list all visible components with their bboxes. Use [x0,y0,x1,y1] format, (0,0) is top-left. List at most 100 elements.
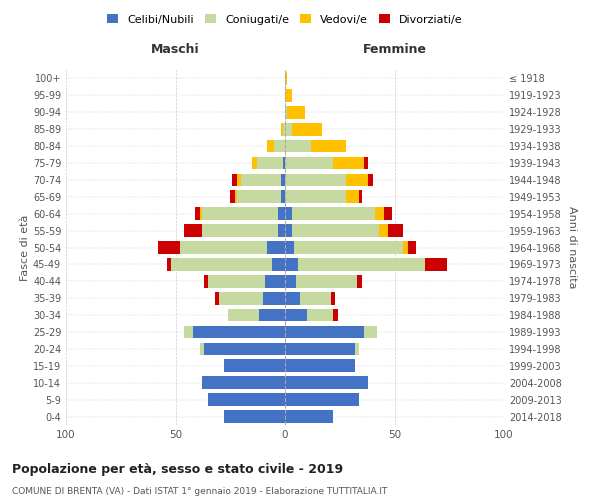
Bar [285,224,292,237]
Bar [292,208,375,220]
Bar [202,208,278,220]
Bar [278,224,285,237]
Bar [285,258,298,270]
Bar [200,342,204,355]
Bar [307,309,333,322]
Bar [331,292,335,304]
Bar [283,156,285,170]
Bar [268,241,285,254]
Bar [311,140,346,152]
Bar [237,174,241,186]
Bar [224,410,285,423]
Bar [241,174,281,186]
Bar [257,156,283,170]
Bar [184,326,193,338]
Bar [388,224,403,237]
Bar [208,275,265,287]
Bar [283,123,285,136]
Bar [167,258,171,270]
Bar [285,394,359,406]
Bar [292,123,322,136]
Bar [292,224,379,237]
Bar [368,174,373,186]
Bar [285,123,292,136]
Bar [285,292,301,304]
Y-axis label: Fasce di età: Fasce di età [20,214,30,280]
Bar [298,258,425,270]
Bar [285,360,355,372]
Text: Femmine: Femmine [362,43,427,56]
Bar [285,89,292,102]
Bar [180,241,268,254]
Bar [333,309,338,322]
Bar [208,394,285,406]
Text: Maschi: Maschi [151,43,200,56]
Bar [285,410,333,423]
Bar [333,156,364,170]
Bar [294,241,403,254]
Bar [375,208,383,220]
Bar [237,190,281,203]
Legend: Celibi/Nubili, Coniugati/e, Vedovi/e, Divorziati/e: Celibi/Nubili, Coniugati/e, Vedovi/e, Di… [103,10,467,29]
Bar [287,106,305,118]
Bar [359,190,362,203]
Bar [224,360,285,372]
Bar [285,241,294,254]
Bar [252,156,257,170]
Bar [383,208,392,220]
Bar [278,208,285,220]
Bar [355,342,359,355]
Bar [263,292,285,304]
Bar [158,241,180,254]
Bar [259,309,285,322]
Bar [285,140,311,152]
Bar [204,342,285,355]
Bar [346,174,368,186]
Bar [220,292,263,304]
Bar [285,326,364,338]
Bar [364,156,368,170]
Bar [285,156,333,170]
Bar [285,342,355,355]
Bar [235,190,237,203]
Text: COMUNE DI BRENTA (VA) - Dati ISTAT 1° gennaio 2019 - Elaborazione TUTTITALIA.IT: COMUNE DI BRENTA (VA) - Dati ISTAT 1° ge… [12,488,388,496]
Bar [425,258,447,270]
Bar [285,208,292,220]
Bar [204,275,208,287]
Bar [285,190,346,203]
Bar [274,140,285,152]
Bar [184,224,202,237]
Bar [232,174,237,186]
Bar [407,241,416,254]
Bar [215,292,220,304]
Bar [193,326,285,338]
Bar [403,241,407,254]
Bar [281,123,283,136]
Bar [281,190,285,203]
Text: Popolazione per età, sesso e stato civile - 2019: Popolazione per età, sesso e stato civil… [12,462,343,475]
Bar [296,275,357,287]
Bar [379,224,388,237]
Bar [265,275,285,287]
Bar [285,309,307,322]
Y-axis label: Anni di nascita: Anni di nascita [567,206,577,289]
Bar [364,326,377,338]
Bar [301,292,331,304]
Bar [285,174,346,186]
Bar [202,224,278,237]
Bar [285,376,368,389]
Bar [346,190,359,203]
Bar [202,376,285,389]
Bar [357,275,362,287]
Bar [285,72,287,85]
Bar [272,258,285,270]
Bar [171,258,272,270]
Bar [195,208,200,220]
Bar [200,208,202,220]
Bar [230,190,235,203]
Bar [268,140,274,152]
Bar [285,106,287,118]
Bar [228,309,259,322]
Bar [281,174,285,186]
Bar [285,275,296,287]
